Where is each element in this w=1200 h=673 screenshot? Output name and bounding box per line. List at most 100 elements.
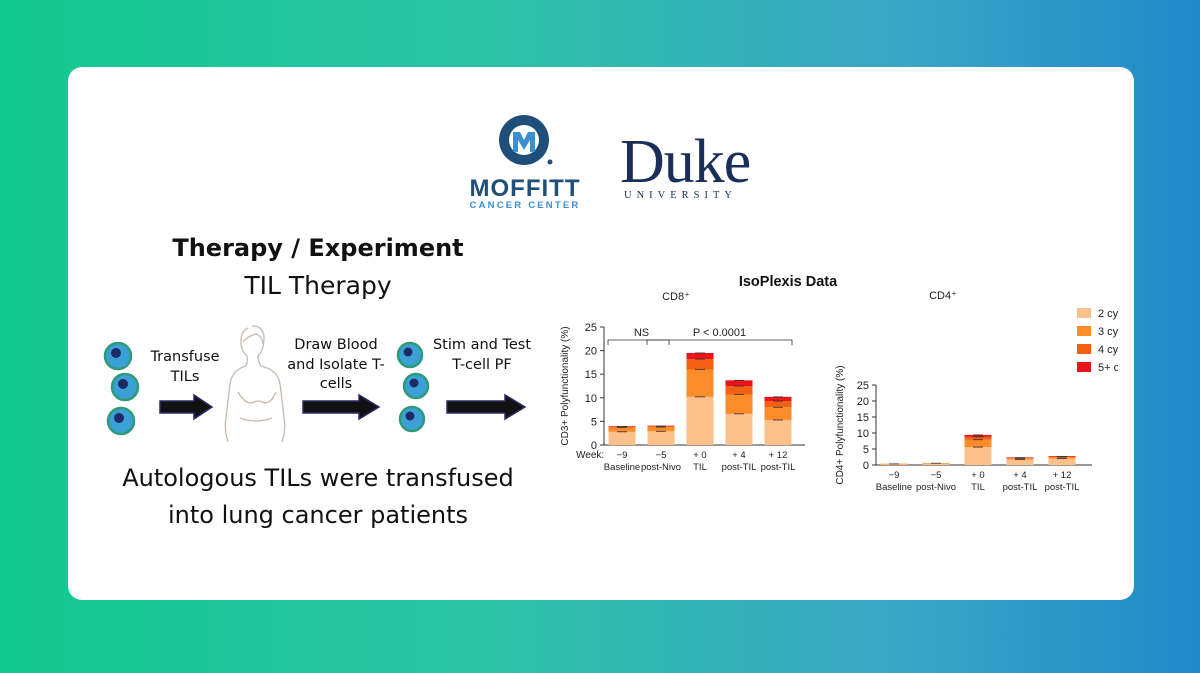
bar-segment [725,380,753,386]
bar-segment [647,427,675,432]
legend-swatch [1077,308,1091,318]
y-tick-label: 5 [591,416,597,428]
bar-segment [922,463,950,465]
slide-card: MOFFITT CANCER CENTER Duke UNIVERSITY Th… [68,67,1134,600]
duke-subtitle: UNIVERSITY [624,190,737,201]
significance-label: P < 0.0001 [693,327,746,339]
bar-segment [964,434,992,437]
bar-segment [686,352,714,360]
t-cell [396,341,424,369]
bar-segment [1006,458,1034,460]
y-tick-label: 5 [863,444,869,456]
x-category-label: TIL [971,482,985,493]
legend-label: 3 cytokines [1098,326,1118,338]
y-tick-label: 25 [585,322,597,334]
x-category-label: post-Nivo [916,482,956,493]
arrow-icon [446,393,527,421]
til-cells-group [103,342,140,436]
significance-label: NS [634,327,649,339]
x-tick-label: + 0 [971,470,984,481]
diagram-title: Therapy / Experiment [172,234,464,262]
y-tick-label: 20 [585,346,597,358]
y-tick-label: 0 [863,460,869,472]
bar-segment [964,447,992,465]
y-tick-label: 20 [857,396,869,408]
bar-segment [608,427,636,432]
x-tick-label: + 12 [769,450,788,461]
legend-swatch [1077,344,1091,354]
x-category-label: post-TIL [722,462,757,473]
til-cell [110,372,140,402]
bar-segment [964,439,992,448]
bar-segment [1006,459,1034,465]
x-category-label: post-TIL [1003,482,1038,493]
til-cell [103,342,133,371]
bar-segment [647,431,675,445]
moffitt-logo-icon [499,115,553,165]
bar-segment [764,401,792,408]
patient-body-icon [224,325,286,443]
x-tick-label: + 12 [1053,470,1072,481]
bar-segment [725,394,753,414]
x-category-label: Baseline [876,482,912,493]
significance-bracket [607,339,670,345]
y-tick-label: 10 [857,428,869,440]
step-stim-test-label: Stim and Test T-cell PF [432,337,532,373]
bar-segment [686,369,714,397]
til-cell [106,406,136,436]
x-category-label: post-TIL [1045,482,1080,493]
x-category-label: post-TIL [761,462,796,473]
t-cell [402,372,430,400]
x-tick-label: + 4 [1013,470,1026,481]
x-tick-label: + 0 [693,450,706,461]
arrow-icon [159,393,214,421]
chart-subtitle: CD4⁺ [929,290,957,302]
bar-segment [1048,458,1076,465]
isoplexis-charts: 0 5 10 15 20 25 CD3+ Polyfunctionality (%) CD8⁺… [560,290,1118,493]
y-tick-label: 25 [857,380,869,392]
x-category-label: post-Nivo [641,462,681,473]
bar-segment [725,386,753,395]
diagram-subtitle: TIL Therapy [244,271,392,300]
bar-segment [686,359,714,370]
x-axis-label: Week: [576,450,604,461]
x-tick-label: −9 [617,450,628,461]
bar-segment [880,463,908,465]
bar-segment [764,396,792,402]
y-axis-label: CD3+ Polyfunctionality (%) [560,326,571,445]
x-tick-label: + 4 [732,450,745,461]
y-tick-label: 15 [585,369,597,381]
bar-segment [764,407,792,420]
y-tick-label: 10 [585,393,597,405]
diagram-caption: Autologous TILs were transfused into lun… [122,464,514,530]
bar-segment [686,396,714,445]
chart-subtitle: CD8⁺ [662,291,690,303]
bar-segment [725,413,753,445]
step-draw-blood-label: Draw Blood and Isolate T- cells [287,337,385,393]
moffitt-name: MOFFITT [469,175,581,202]
legend-swatch [1077,362,1091,372]
x-tick-label: −9 [889,470,900,481]
x-tick-label: −5 [656,450,667,461]
x-tick-label: −5 [931,470,942,481]
bar-segment [964,436,992,440]
legend-label: 5+ cytokines [1098,362,1118,374]
moffitt-subtitle: CANCER CENTER [469,200,581,211]
x-category-label: TIL [693,462,707,473]
duke-name: Duke [620,128,751,196]
x-category-label: Baseline [604,462,640,473]
y-axis-label: CD4+ Polyfunctionality (%) [835,365,846,484]
charts-heading: IsoPlexis Data [738,274,838,290]
bar-segment [764,419,792,445]
y-tick-label: 15 [857,412,869,424]
y-tick-label: 0 [591,440,597,452]
bar-segment [608,426,636,428]
legend-swatch [1077,326,1091,336]
arrow-icon [302,393,381,421]
bar-segment [1048,457,1076,459]
bar-segment [608,431,636,445]
tcell-group [396,341,430,433]
step-transfuse-label: Transfuse TILs [150,349,220,385]
significance-bracket [646,339,793,345]
bar-segment [647,426,675,428]
